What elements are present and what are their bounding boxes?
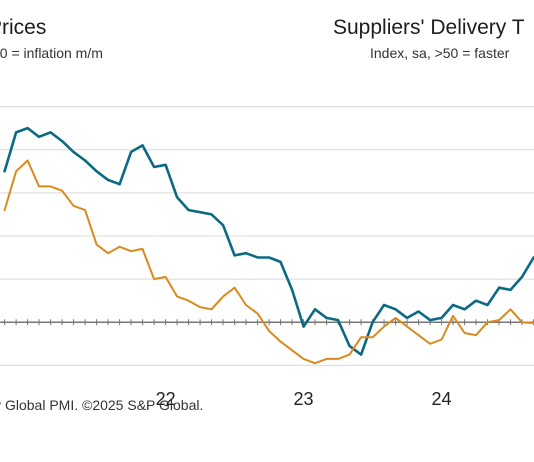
x-tick-label: 24: [432, 389, 452, 409]
left-chart-title: Prices: [0, 16, 47, 39]
series-line-teal: [3, 126, 534, 356]
series-line-orange: [3, 159, 534, 365]
x-tick-label: 23: [294, 389, 314, 409]
right-chart-subtitle: Index, sa, >50 = faster: [370, 45, 510, 61]
x-tick-label: 22: [156, 389, 176, 409]
right-chart-title: Suppliers' Delivery T: [333, 16, 525, 39]
left-chart-subtitle: 50 = inflation m/m: [0, 45, 103, 61]
source-footer: P Global PMI. ©2025 S&P Global.: [0, 397, 204, 413]
